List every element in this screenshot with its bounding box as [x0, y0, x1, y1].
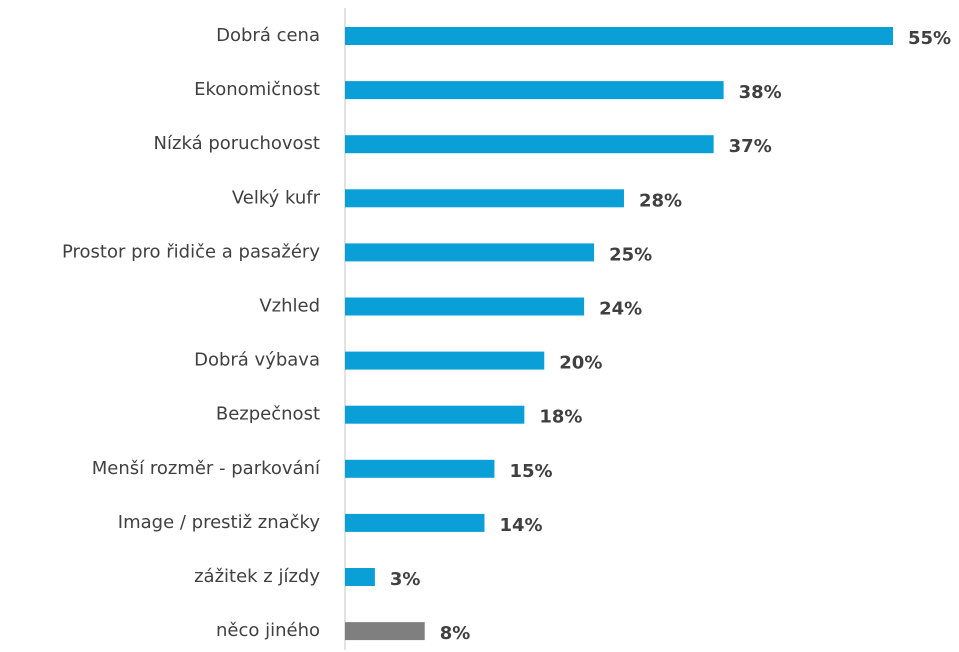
category-label: Dobrá výbava	[194, 350, 320, 371]
category-label: Nízká poruchovost	[154, 133, 320, 154]
category-label: Vzhled	[259, 296, 320, 317]
category-label: Dobrá cena	[216, 25, 320, 46]
bar	[345, 351, 545, 370]
bar	[345, 459, 495, 478]
data-label: 20%	[559, 353, 602, 374]
bar	[345, 622, 425, 641]
category-label: Image / prestiž značky	[118, 512, 321, 533]
category-label: Ekonomičnost	[194, 79, 320, 100]
data-label: 14%	[499, 515, 542, 536]
bar	[345, 189, 624, 208]
bar	[345, 135, 714, 154]
data-label: 15%	[509, 461, 552, 482]
bar	[345, 568, 375, 586]
category-label: něco jiného	[216, 620, 320, 641]
category-label: zážitek z jízdy	[194, 566, 320, 587]
data-label: 8%	[440, 623, 471, 644]
bar	[345, 297, 585, 316]
bar	[345, 405, 525, 424]
data-label: 24%	[599, 299, 642, 320]
bar	[345, 81, 724, 100]
data-label: 38%	[739, 82, 782, 103]
data-label: 25%	[609, 244, 652, 265]
category-label: Bezpečnost	[216, 404, 320, 425]
data-label: 3%	[390, 569, 421, 590]
category-label: Menší rozměr - parkování	[92, 458, 321, 479]
category-label: Velký kufr	[232, 187, 321, 208]
data-label: 55%	[908, 28, 951, 49]
data-label: 37%	[729, 136, 772, 157]
category-label: Prostor pro řidiče a pasažéry	[62, 241, 320, 262]
bar	[345, 27, 893, 45]
bar	[345, 513, 485, 532]
data-label: 28%	[639, 190, 682, 211]
data-label: 18%	[539, 407, 582, 428]
bar	[345, 243, 595, 262]
